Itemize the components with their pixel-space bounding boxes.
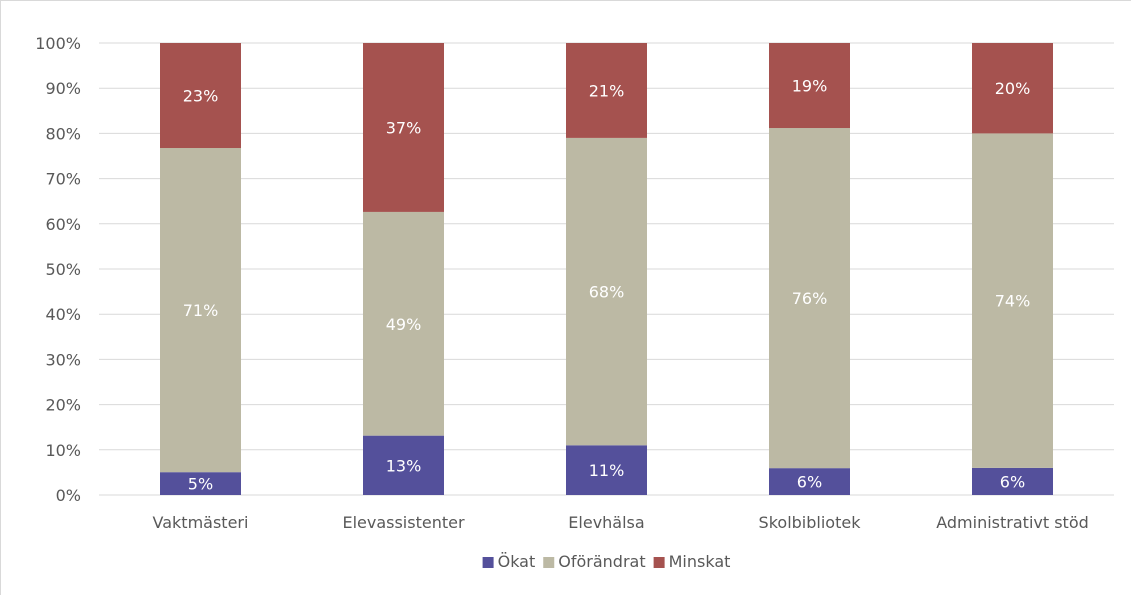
data-label: 49%: [386, 315, 422, 334]
bar-segment: [972, 467, 1053, 495]
bar-segment: [160, 148, 241, 473]
bar-segment: [160, 472, 241, 495]
y-tick-label: 70%: [45, 170, 81, 189]
y-tick-label: 20%: [45, 396, 81, 415]
y-tick-label: 30%: [45, 350, 81, 369]
data-label: 21%: [589, 81, 625, 100]
legend-swatch: [482, 557, 494, 568]
legend-label: Minskat: [669, 552, 731, 571]
data-label: 13%: [386, 456, 422, 475]
data-label: 6%: [797, 473, 822, 492]
category-label: Elevassistenter: [342, 513, 465, 532]
legend-label: Ökat: [498, 552, 536, 571]
bar-segment: [769, 468, 850, 495]
x-axis-categories: Vaktmästeri Elevassistenter Elevhälsa Skolb…: [153, 513, 1089, 532]
bars: [160, 43, 1053, 495]
data-label: 71%: [183, 301, 219, 320]
legend-label: Oförändrat: [558, 552, 645, 571]
legend-swatch: [543, 557, 555, 568]
data-label: 68%: [589, 283, 625, 302]
data-label: 6%: [1000, 472, 1025, 491]
y-tick-label: 60%: [45, 215, 81, 234]
bar-segment: [769, 128, 850, 469]
bar-segment: [363, 211, 444, 436]
y-tick-label: 10%: [45, 441, 81, 460]
bar-segment: [566, 137, 647, 446]
bar-segment: [972, 43, 1053, 134]
category-label: Vaktmästeri: [153, 513, 249, 532]
bar-segment: [972, 133, 1053, 468]
y-tick-label: 50%: [45, 260, 81, 279]
category-label: Skolbibliotek: [759, 513, 862, 532]
y-axis-ticks: 0% 10% 20% 30% 40% 50% 60% 70% 80% 90% 100%: [35, 34, 81, 505]
data-label: 11%: [589, 461, 625, 480]
bar-segment: [160, 43, 241, 149]
data-label: 5%: [188, 475, 213, 494]
legend-swatch: [653, 557, 665, 568]
y-tick-label: 40%: [45, 305, 81, 324]
data-labels: 5% 71% 23% 13% 49% 37% 11% 68% 21% 6% 76% 19% 6% 74% 2…: [183, 77, 1031, 494]
bar-segment: [566, 43, 647, 138]
data-label: 76%: [792, 289, 828, 308]
y-tick-label: 90%: [45, 79, 81, 98]
bar-segment: [769, 43, 850, 129]
category-label: Administrativt stöd: [936, 513, 1089, 532]
data-label: 20%: [995, 79, 1031, 98]
bar-segment: [363, 435, 444, 495]
category-label: Elevhälsa: [568, 513, 644, 532]
bar-segment: [363, 43, 444, 212]
y-tick-label: 80%: [45, 124, 81, 143]
data-label: 74%: [995, 292, 1031, 311]
data-label: 23%: [183, 87, 219, 106]
legend: Ökat Oförändrat Minskat: [482, 552, 731, 571]
bar-segment: [566, 445, 647, 495]
data-label: 37%: [386, 118, 422, 137]
y-tick-label: 100%: [35, 34, 81, 53]
data-label: 19%: [792, 77, 828, 96]
y-tick-label: 0%: [56, 486, 81, 505]
